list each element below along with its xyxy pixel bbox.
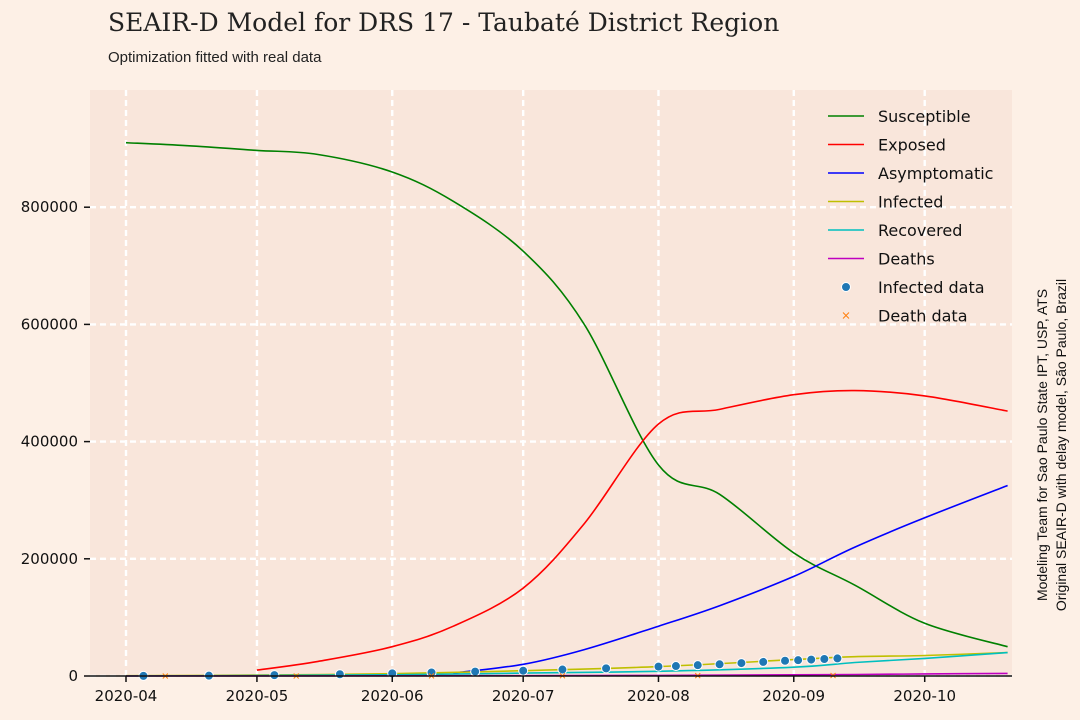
y-tick-label: 600000 <box>21 315 78 333</box>
y-tick-label: 800000 <box>21 198 78 216</box>
legend-label: Deaths <box>878 250 935 269</box>
x-tick-label: 2020-10 <box>893 687 956 705</box>
series-line-susceptible <box>125 141 1008 648</box>
x-tick-label: 2020-09 <box>762 687 825 705</box>
credits: Modeling Team for Sao Paulo State IPT, U… <box>1034 279 1069 611</box>
legend-item-exposed: Exposed <box>828 136 946 155</box>
credit-line-1: Modeling Team for Sao Paulo State IPT, U… <box>1034 289 1050 601</box>
data-point <box>714 659 725 670</box>
legend-label: Infected <box>878 193 943 212</box>
series-asymptomatic <box>453 484 1008 674</box>
data-point <box>470 666 481 677</box>
chart-subtitle: Optimization fitted with real data <box>108 49 322 66</box>
data-point <box>832 653 843 664</box>
credit-line-2: Original SEAIR-D with delay model, São P… <box>1053 279 1069 611</box>
data-point <box>426 667 437 678</box>
legend-item-infected-data: Infected data <box>841 278 985 297</box>
series-infected-data <box>138 653 843 681</box>
series-line-exposed <box>256 389 1008 671</box>
chart-title: SEAIR-D Model for DRS 17 - Taubaté Distr… <box>108 8 779 37</box>
data-point <box>334 669 345 680</box>
x-tick-label: 2020-06 <box>361 687 424 705</box>
legend-label: Exposed <box>878 136 946 155</box>
data-point <box>601 663 612 674</box>
y-tick-label: 400000 <box>21 433 78 451</box>
series-exposed <box>256 389 1008 671</box>
legend-label: Death data <box>878 307 968 326</box>
legend-label: Infected data <box>878 278 985 297</box>
y-tick-label: 200000 <box>21 550 78 568</box>
legend-swatch <box>841 282 851 292</box>
legend-label: Recovered <box>878 221 962 240</box>
data-point <box>518 665 529 676</box>
data-point <box>806 654 817 665</box>
legend-label: Asymptomatic <box>878 164 993 183</box>
series-susceptible <box>125 141 1008 648</box>
legend-item-asymptomatic: Asymptomatic <box>828 164 993 183</box>
data-point <box>780 655 791 666</box>
data-point <box>269 670 280 681</box>
data-point <box>736 658 747 669</box>
legend-item-deaths: Deaths <box>828 250 935 269</box>
legend-label: Susceptible <box>878 107 971 126</box>
axes: 2020-04 2020-05 2020-06 2020-07 2020-08 2020-… <box>21 198 1012 705</box>
data-point <box>670 661 681 672</box>
legend-item-infected: Infected <box>828 193 943 212</box>
series-line-asymptomatic <box>453 484 1008 674</box>
x-tick-label: 2020-05 <box>226 687 289 705</box>
x-tick-label: 2020-07 <box>492 687 555 705</box>
plot-area <box>90 90 1012 676</box>
data-point <box>793 655 804 666</box>
data-point <box>692 660 703 671</box>
legend-item-recovered: Recovered <box>828 221 962 240</box>
legend: Susceptible Exposed Asymptomatic Infected Re… <box>828 107 993 326</box>
data-point <box>557 664 568 675</box>
legend-item-susceptible: Susceptible <box>828 107 971 126</box>
y-tick-label: 0 <box>68 667 78 685</box>
data-point <box>819 654 830 665</box>
data-point <box>758 656 769 667</box>
legend-item-death-data: Death data <box>842 307 968 326</box>
x-tick-label: 2020-08 <box>627 687 690 705</box>
legend-swatch <box>842 312 850 319</box>
data-point <box>653 661 664 672</box>
x-tick-label: 2020-04 <box>95 687 158 705</box>
